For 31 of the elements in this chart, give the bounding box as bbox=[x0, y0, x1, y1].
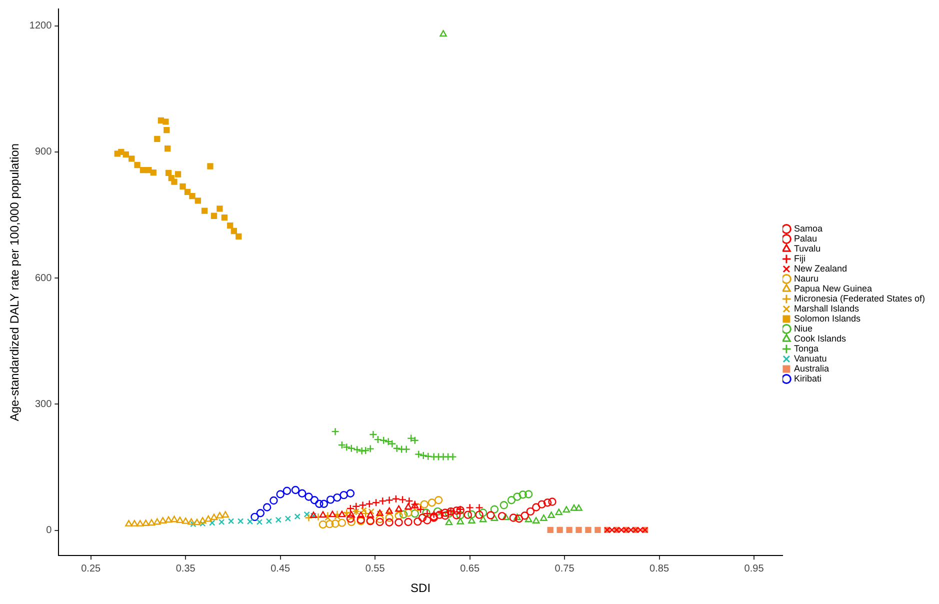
y-tick-label: 600 bbox=[34, 272, 52, 284]
legend-label: New Zealand bbox=[794, 263, 847, 274]
y-tick-label: 0 bbox=[46, 525, 52, 536]
y-tick-label: 300 bbox=[34, 398, 52, 410]
x-tick-label: 0.25 bbox=[81, 563, 102, 574]
legend-label: Cook Islands bbox=[794, 333, 846, 344]
legend-label: Niue bbox=[794, 323, 812, 334]
legend-label: Vanuatu bbox=[794, 353, 827, 364]
legend-label: Palau bbox=[794, 233, 817, 244]
legend-label: Fiji bbox=[794, 253, 806, 264]
x-tick-label: 0.65 bbox=[460, 563, 480, 574]
legend-label: Samoa bbox=[794, 223, 822, 234]
x-tick-label: 0.55 bbox=[365, 563, 386, 574]
y-tick-label: 1200 bbox=[29, 20, 52, 32]
legend-label: Tonga bbox=[794, 343, 818, 354]
x-tick-label: 0.85 bbox=[650, 563, 670, 574]
x-tick-label: 0.35 bbox=[176, 563, 196, 574]
legend-label: Papua New Guinea bbox=[794, 283, 872, 294]
y-axis-title: Age-standardized DALY rate per 100,000 population bbox=[8, 143, 22, 422]
legend-label: Micronesia (Federated States of) bbox=[794, 293, 926, 304]
legend-label: Nauru bbox=[794, 273, 818, 284]
legend-label: Australia bbox=[794, 363, 829, 374]
legend-label: Marshall Islands bbox=[794, 303, 860, 314]
legend-label: Solomon Islands bbox=[794, 313, 861, 324]
x-tick-label: 0.75 bbox=[554, 563, 575, 574]
legend-label: Kiribati bbox=[794, 373, 822, 384]
x-tick-label: 0.95 bbox=[744, 563, 764, 574]
x-tick-label: 0.45 bbox=[270, 563, 290, 574]
x-axis-title: SDI bbox=[410, 581, 431, 596]
legend-label: Tuvalu bbox=[794, 243, 821, 254]
y-tick-label: 900 bbox=[34, 146, 52, 158]
